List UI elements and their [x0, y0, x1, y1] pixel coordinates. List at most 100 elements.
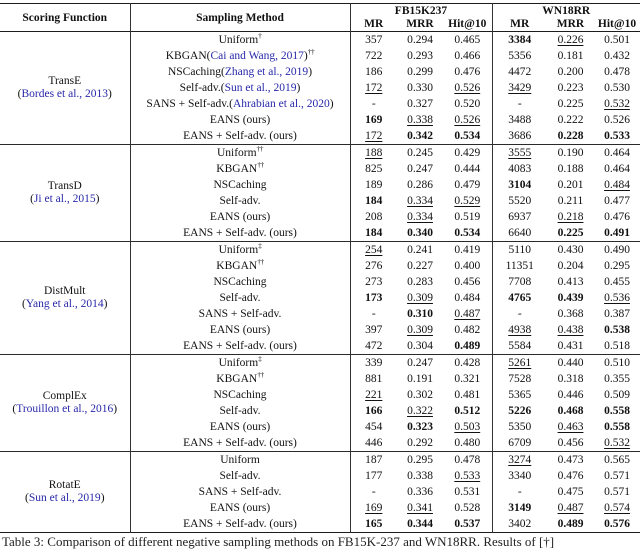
metric-value-cell: 0.218 — [557, 211, 584, 223]
dagger-mark: †† — [257, 160, 264, 170]
method-label: NSCaching — [213, 179, 267, 191]
metric-value-cell: 0.526 — [443, 112, 493, 128]
table-row: EANS (ours) 208 0.334 0.519 6937 0.218 0.476 — [0, 209, 640, 225]
table-row: TransE (Bordes et al., 2013) Uniform† 357 0.… — [0, 31, 640, 145]
metric-value-cell: 0.532 — [604, 98, 630, 110]
metric-value-cell: 254 — [365, 244, 383, 256]
metric-value-cell: 0.476 — [443, 64, 493, 80]
method-label-suffix: ) — [308, 66, 313, 78]
header-wn-mrr: MRR — [556, 18, 585, 30]
metric-value-cell: 454 — [365, 421, 383, 433]
metric-value-cell: 0.355 — [604, 373, 630, 385]
table-row: EANS (ours) 169 0.338 0.526 3488 0.222 0.526 — [0, 112, 640, 128]
metric-value-cell: 0.456 — [557, 437, 584, 449]
metric-value-cell: 0.526 — [604, 114, 630, 126]
scoring-function-cell: TransD (Ji et al., 2015) — [0, 144, 131, 242]
method-label: EANS (ours) — [209, 421, 271, 433]
metric-value-cell: 0.330 — [407, 82, 433, 94]
metric-value-cell: 0.530 — [604, 82, 630, 94]
header-fb-mr: MR — [364, 18, 384, 30]
scoring-function-name: TransE — [48, 74, 82, 87]
metric-value-cell: 172 — [365, 130, 383, 142]
metric-value-cell: 165 — [365, 518, 383, 530]
method-label: NSCaching — [213, 276, 267, 288]
metric-value-cell: 3402 — [508, 518, 532, 530]
table-row: Self-adv. 166 0.322 0.512 5226 0.468 0.558 — [0, 403, 640, 419]
group-rotate: RotatE (Sun et al., 2019) Uniform 187 0.295 0… — [0, 451, 640, 533]
metric-value-cell: 5520 — [508, 195, 532, 207]
metric-value-cell: 0.368 — [557, 308, 584, 320]
paren-close: ) — [103, 298, 108, 310]
citation-link[interactable]: Ahrabian et al., 2020 — [232, 98, 330, 110]
sampling-method-cell: NSCaching — [130, 387, 351, 403]
citation-link[interactable]: Cai and Wang, 2017 — [210, 50, 304, 62]
metric-value-cell: 0.576 — [604, 518, 630, 530]
metric-value-cell: - — [517, 98, 522, 110]
metric-value-cell: 6937 — [508, 211, 532, 223]
method-label: Self-adv.( — [179, 82, 225, 94]
metric-value-cell: 0.534 — [443, 128, 493, 145]
sampling-method-cell: EANS (ours) — [130, 500, 351, 516]
header-fb-mrr: MRR — [406, 18, 434, 30]
paren-close: ) — [113, 403, 118, 415]
sampling-method-cell: KBGAN†† — [130, 371, 351, 387]
table-row: DistMult (Yang et al., 2014) Uniform‡ 254 0.… — [0, 241, 640, 355]
metric-value-cell: 0.245 — [407, 147, 433, 159]
metric-value-cell: 0.489 — [443, 338, 493, 355]
metric-value-cell: 0.519 — [443, 209, 493, 225]
citation-link[interactable]: Trouillon et al., 2016 — [16, 403, 114, 415]
metric-value-cell: 169 — [365, 114, 383, 126]
metric-value-cell: 5350 — [508, 421, 532, 433]
method-label: EANS (ours) — [209, 324, 271, 336]
table-row: KBGAN†† 825 0.247 0.444 4083 0.188 0.464 — [0, 161, 640, 177]
metric-value-cell: 3429 — [508, 82, 532, 94]
metric-value-cell: 0.181 — [557, 50, 584, 62]
metric-value-cell: 0.283 — [407, 276, 433, 288]
method-label: Uniform — [218, 34, 259, 46]
citation-link[interactable]: Sun et al., 2019 — [28, 492, 101, 504]
metric-value-cell: 0.293 — [407, 50, 433, 62]
method-label-suffix: ) — [296, 82, 301, 94]
metric-value-cell: 0.432 — [604, 50, 630, 62]
metric-value-cell: 276 — [365, 260, 383, 272]
scoring-function-cell: ComplEx (Trouillon et al., 2016) — [0, 354, 131, 452]
group-distmult: DistMult (Yang et al., 2014) Uniform‡ 254 0.… — [0, 241, 640, 355]
citation-link[interactable]: Bordes et al., 2013 — [21, 88, 109, 100]
metric-value-cell: 0.322 — [407, 405, 433, 417]
metric-value-cell: 0.481 — [443, 387, 493, 403]
metric-value-cell: 722 — [365, 50, 383, 62]
method-label: Uniform — [216, 147, 257, 159]
metric-value-cell: 0.455 — [604, 276, 630, 288]
sampling-method-cell: NSCaching — [130, 177, 351, 193]
citation-link[interactable]: Yang et al., 2014 — [25, 298, 104, 310]
metric-value-cell: 184 — [365, 195, 383, 207]
metric-value-cell: 0.520 — [443, 96, 493, 112]
sampling-method-cell: EANS + Self-adv. (ours) — [130, 516, 351, 533]
metric-value-cell: 357 — [365, 34, 383, 46]
metric-value-cell: 0.529 — [443, 193, 493, 209]
metric-value-cell: 0.558 — [604, 405, 630, 417]
metric-value-cell: 0.310 — [407, 308, 433, 320]
scoring-function-cell: RotatE (Sun et al., 2019) — [0, 451, 131, 533]
metric-value-cell: 0.200 — [557, 66, 584, 78]
metric-value-cell: 0.533 — [443, 468, 493, 484]
metric-value-cell: 3274 — [508, 454, 532, 466]
metric-value-cell: 0.477 — [604, 195, 630, 207]
table-row: ComplEx (Trouillon et al., 2016) Uniform‡ 3… — [0, 354, 640, 452]
table-row: EANS + Self-adv. (ours) 446 0.292 0.480 6709… — [0, 435, 640, 452]
paren-close: ) — [100, 492, 105, 504]
metric-value-cell: 0.489 — [557, 518, 584, 530]
metric-value-cell: 7528 — [508, 373, 532, 385]
citation-link[interactable]: Sun et al., 2019 — [224, 82, 297, 94]
metric-value-cell: 5365 — [508, 389, 532, 401]
metric-value-cell: 5110 — [508, 244, 532, 256]
method-label: Self-adv. — [219, 292, 261, 304]
method-label: SANS + Self-adv. — [198, 308, 282, 320]
metric-value-cell: 0.318 — [557, 373, 584, 385]
citation-link[interactable]: Ji et al., 2015 — [33, 193, 96, 205]
citation-link[interactable]: Zhang et al., 2019 — [224, 66, 309, 78]
metric-value-cell: 3340 — [508, 470, 532, 482]
metric-value-cell: 0.571 — [604, 470, 630, 482]
sampling-method-cell: Uniform — [130, 451, 351, 468]
metric-value-cell: 0.241 — [407, 244, 433, 256]
